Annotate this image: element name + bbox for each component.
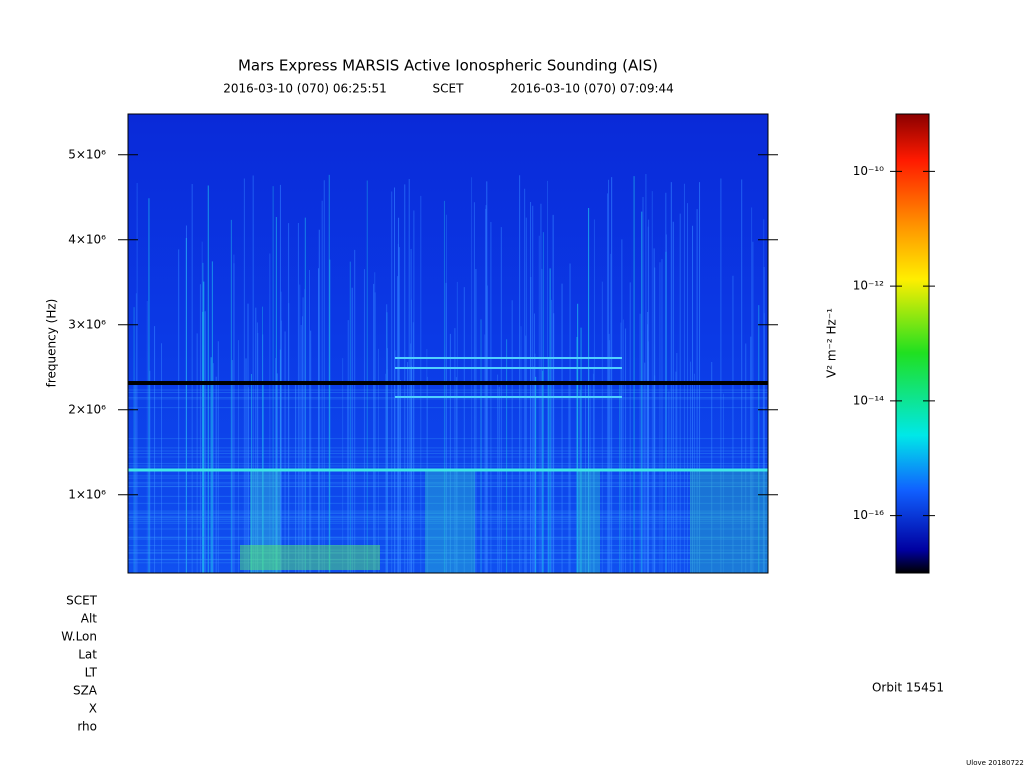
y-axis-label: frequency (Hz) (45, 299, 59, 388)
y-tick-label: 2×10⁶ (68, 402, 106, 416)
spectrogram-texture (425, 470, 475, 573)
ephemeris-label: SCET (66, 594, 98, 608)
colorbar-label: V² m⁻² Hz⁻¹ (825, 308, 839, 378)
colorbar-tick-label: 10⁻¹⁰ (853, 164, 884, 178)
credit: Ulove 20180722 (966, 759, 1024, 767)
colorbar (895, 113, 930, 574)
colorbar-tick-label: 10⁻¹⁴ (853, 393, 884, 407)
ephemeris-label: Alt (81, 612, 98, 626)
ephemeris-label: X (89, 702, 97, 716)
spectrogram (128, 114, 768, 573)
ephemeris-label: Lat (78, 648, 97, 662)
y-tick-label: 4×10⁶ (68, 232, 106, 246)
subtitle-start: 2016-03-10 (070) 06:25:51 (223, 82, 387, 96)
colorbar-tick-label: 10⁻¹⁶ (853, 508, 884, 522)
ephemeris-label: SZA (73, 684, 98, 698)
subtitle-end: 2016-03-10 (070) 07:09:44 (510, 82, 674, 96)
spectrogram-texture (690, 470, 768, 573)
plot-frame (127, 113, 769, 574)
spectrogram-texture (250, 470, 280, 573)
y-tick-label: 1×10⁶ (68, 487, 106, 501)
orbit-label: Orbit 15451 (872, 681, 944, 695)
chart-title: Mars Express MARSIS Active Ionospheric S… (238, 57, 658, 75)
ephemeris-label: rho (77, 720, 97, 734)
ephemeris-label: LT (85, 666, 98, 680)
spectrogram-background (128, 114, 768, 573)
y-tick-label: 3×10⁶ (68, 317, 106, 331)
spectrogram-texture (240, 545, 380, 570)
subtitle-mid: SCET (433, 82, 465, 96)
spectrogram-texture (578, 470, 600, 573)
ephemeris-label: W.Lon (61, 630, 97, 644)
colorbar-tick-label: 10⁻¹² (853, 279, 884, 293)
y-tick-label: 5×10⁶ (68, 147, 106, 161)
